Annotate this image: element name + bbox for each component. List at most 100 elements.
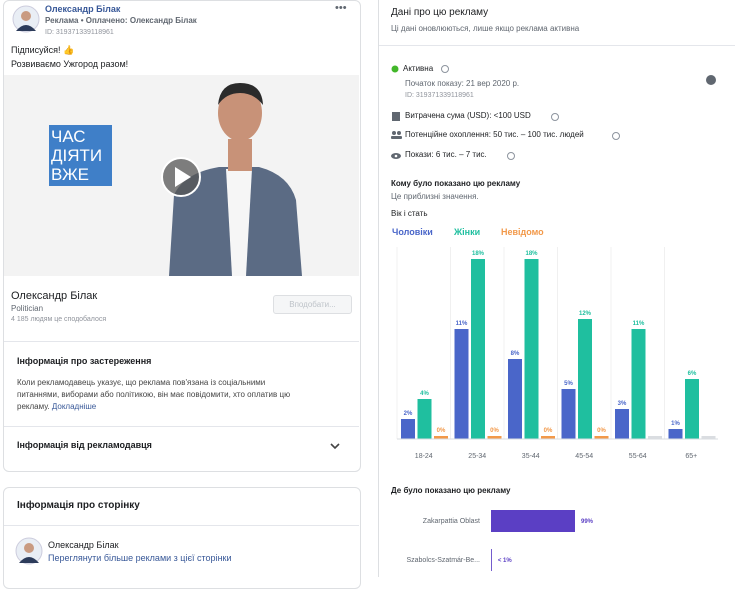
page: { "ad_preview": { "page_name": "Олександ…	[3, 0, 735, 589]
empty-bar	[701, 436, 716, 439]
video-logo: ЧАС ДІЯТИ ВЖЕ	[51, 127, 102, 184]
avatar	[15, 537, 43, 565]
value-label: 18%	[525, 251, 538, 257]
value-label: 0%	[437, 428, 446, 434]
value-label: 11%	[633, 321, 645, 327]
ad-id: ID: 319371339118961	[405, 92, 474, 99]
legend-label: Жінки	[453, 227, 480, 237]
value-label: 8%	[511, 351, 520, 357]
disclaimer-text: Коли рекламодавець указує, що реклама по…	[17, 378, 266, 387]
bar	[454, 329, 469, 439]
value-label: 3%	[618, 401, 627, 407]
logo-line: ДІЯТИ	[51, 146, 103, 165]
avatar	[12, 5, 40, 33]
x-tick-label: 45-54	[575, 453, 593, 460]
start-date: Початок показу: 21 вер 2020 р.	[405, 79, 520, 88]
bar	[487, 436, 502, 439]
bar	[524, 259, 539, 439]
divider	[4, 426, 359, 427]
value-label: 0%	[544, 428, 553, 434]
bar	[401, 419, 415, 439]
category: Politician	[11, 304, 44, 313]
divider	[4, 341, 359, 342]
like-button[interactable]: Вподобати...	[273, 295, 352, 314]
sponsored-label: Реклама • Оплачено:	[45, 16, 128, 25]
footer-name[interactable]: Олександр Білак	[11, 290, 98, 302]
impressions: Покази: 6 тис. – 7 тис.	[405, 150, 487, 159]
reach: Потенційне охоплення: 50 тис. – 100 тис.…	[405, 130, 584, 139]
x-tick-label: 65+	[685, 453, 697, 460]
bar	[561, 389, 576, 439]
chart-title: Де було показано цю рекламу	[391, 486, 511, 495]
about-subtitle: Ці дані оновлюються, лише якщо реклама а…	[391, 24, 580, 33]
chevron[interactable]	[330, 443, 340, 451]
value-label: 2%	[404, 411, 413, 417]
page-info-title: Інформація про сторінку	[17, 500, 140, 511]
bar	[417, 399, 432, 439]
bar	[594, 436, 609, 439]
value-label: 99%	[581, 519, 594, 525]
logo-line: ВЖЕ	[51, 165, 90, 184]
legend-label: Чоловіки	[392, 227, 433, 237]
about-title: Дані про цю рекламу	[391, 7, 489, 18]
eye-icon	[391, 153, 401, 159]
audience-subtitle: Це приблизні значення.	[391, 192, 479, 201]
sponsored: Реклама • Оплачено: Олександр Білак	[45, 16, 197, 25]
page-info-name: Олександр Білак	[48, 540, 119, 550]
bar	[471, 259, 485, 439]
page-info-link[interactable]: Переглянути більше реклами з цієї сторін…	[48, 553, 232, 563]
page-info-card	[3, 487, 361, 589]
audience-title: Кому було показано цю рекламу	[391, 179, 521, 188]
bar	[631, 329, 646, 439]
status: Активна	[403, 64, 434, 73]
bar	[541, 436, 555, 439]
spend-icon	[392, 112, 400, 121]
advertiser-info-title[interactable]: Інформація від рекламодавця	[17, 440, 152, 450]
bar	[434, 436, 448, 439]
x-tick-label: 25-34	[468, 453, 486, 460]
divider	[4, 525, 359, 526]
learn-more-link[interactable]: Докладніше	[51, 402, 97, 411]
more-button[interactable]: •••	[335, 2, 347, 14]
bar	[491, 510, 575, 532]
value-label: 12%	[579, 311, 592, 317]
bar	[615, 409, 629, 439]
likes: 4 185 людям це сподобалося	[11, 316, 107, 323]
ad-id: ID: 319371339118961	[45, 29, 114, 36]
value-label: 6%	[688, 371, 697, 377]
status-dot	[391, 65, 399, 73]
empty-bar	[648, 436, 662, 439]
bar	[685, 379, 699, 439]
x-tick-label: 18-24	[415, 453, 433, 460]
value-label: 4%	[420, 391, 429, 397]
legend-label: Невідомо	[501, 227, 544, 237]
x-tick-label: 35-44	[522, 453, 540, 460]
facebook-icon	[706, 75, 716, 85]
value-label: 5%	[564, 381, 573, 387]
y-tick-label: Szabolcs-Szatmár-Be...	[406, 557, 480, 564]
spend: Витрачена сума (USD): <100 USD	[405, 111, 531, 120]
disclaimer-text: питаннями, виборами або політикою, він м…	[17, 390, 291, 399]
divider	[379, 45, 735, 46]
disclaimer-text: рекламу.	[17, 402, 50, 411]
value-label: 11%	[456, 321, 468, 327]
value-label: 0%	[490, 428, 499, 434]
logo-line: ЧАС	[51, 127, 86, 146]
value-label: < 1%	[498, 558, 513, 564]
x-tick-label: 55-64	[629, 453, 647, 460]
panel-border	[378, 0, 379, 577]
disclaimer-text-last: рекламу. Докладніше	[17, 402, 96, 411]
bar	[508, 359, 522, 439]
y-tick-label: Zakarpattia Oblast	[423, 518, 480, 525]
value-label: 18%	[472, 251, 485, 257]
page-name[interactable]: Олександр Білак	[45, 4, 121, 14]
ad-text: Підписуйся! 👍	[11, 45, 75, 55]
value-label: 0%	[597, 428, 606, 434]
like-button-label: Вподобати...	[289, 300, 336, 309]
value-label: 1%	[671, 421, 680, 427]
reach-icon	[391, 131, 402, 139]
disclaimer-title: Інформація про застереження	[17, 356, 152, 366]
video[interactable]	[4, 75, 359, 276]
bar	[491, 549, 492, 571]
bar	[578, 319, 592, 439]
